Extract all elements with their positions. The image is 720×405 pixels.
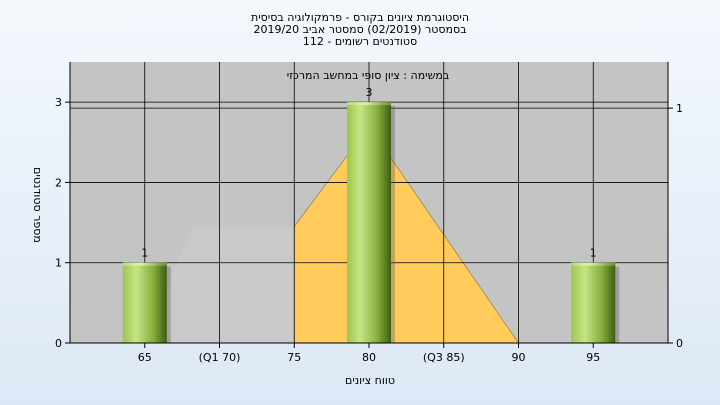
bar bbox=[571, 262, 616, 343]
bar-value-label: 3 bbox=[366, 86, 373, 99]
y-tick-label: 0 bbox=[55, 337, 62, 350]
chart-title-line-2: בסמסטר (02/2019) סמסטר אביב 2019/20 bbox=[253, 23, 467, 36]
x-tick-label: 95 bbox=[586, 351, 600, 364]
chart-inner-title: במשימה : ציון סופי במחשב המרכזי bbox=[287, 69, 450, 82]
y-tick-label: 1 bbox=[55, 257, 62, 270]
y-axis-label: מספר סטודנטים bbox=[31, 167, 44, 243]
x-tick-label: (Q1 70) bbox=[199, 351, 241, 364]
chart-title-line-3: סטודנטים רשומים - 112 bbox=[302, 35, 418, 48]
bar-top bbox=[347, 102, 391, 106]
bar bbox=[122, 262, 167, 343]
bar-top bbox=[122, 262, 167, 266]
x-tick-label: 80 bbox=[362, 351, 376, 364]
x-tick-label: 75 bbox=[287, 351, 301, 364]
y-tick-label: 2 bbox=[55, 176, 62, 189]
distribution-area-gray bbox=[161, 226, 295, 343]
x-axis-label: טווח ציונים bbox=[345, 374, 395, 387]
y2-tick-label: 0 bbox=[676, 337, 683, 350]
bar-top bbox=[571, 262, 616, 266]
x-tick-label: (Q3 85) bbox=[423, 351, 465, 364]
bar-value-label: 1 bbox=[590, 247, 597, 260]
y-tick-label: 3 bbox=[55, 96, 62, 109]
x-tick-label: 90 bbox=[512, 351, 526, 364]
x-tick-label: 65 bbox=[138, 351, 152, 364]
y2-tick-label: 1 bbox=[676, 102, 683, 115]
chart-title-line-1: היסטוגרמת ציונים בקורס - פרמקולוגיה בסיס… bbox=[250, 11, 470, 24]
bar-value-label: 1 bbox=[141, 247, 148, 260]
bar bbox=[347, 102, 391, 344]
